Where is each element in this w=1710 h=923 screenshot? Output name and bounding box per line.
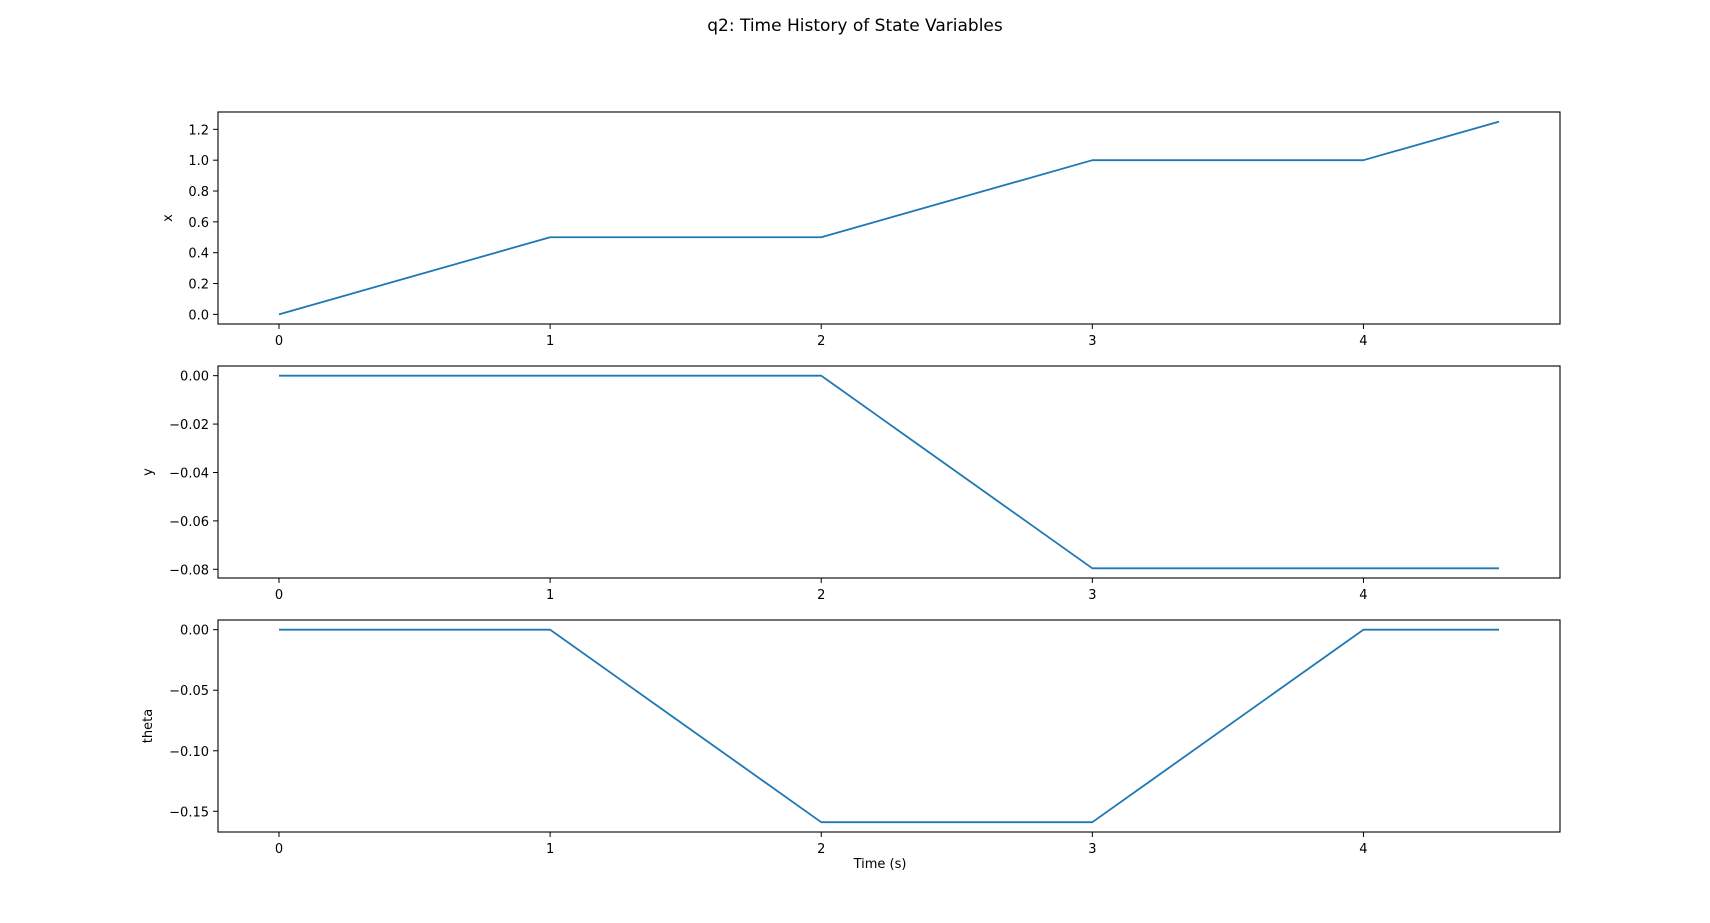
subplot-theta: 0 1 2 3 4 0.00 −0.05 −0.10 −0.15 theta xyxy=(141,619,1561,857)
x-axis-label: Time (s) xyxy=(853,857,907,872)
y-y-tick-label: −0.04 xyxy=(169,466,209,481)
y-series-line xyxy=(279,374,1499,570)
subplot-y: 0 1 2 3 4 0.00 −0.02 −0.04 −0.06 −0.08 y xyxy=(141,365,1561,603)
y-y-axis-label: y xyxy=(141,468,156,476)
theta-x-tick-label: 0 xyxy=(275,842,283,857)
x-y-tick-label: 1.2 xyxy=(188,123,209,138)
y-x-tick-label: 1 xyxy=(546,588,554,603)
x-y-tick-label: 0.8 xyxy=(188,185,209,200)
theta-x-tick-label: 1 xyxy=(546,842,554,857)
theta-y-tick-label: −0.10 xyxy=(169,745,209,760)
x-x-tick-label: 1 xyxy=(546,334,554,349)
theta-y-tick-label: −0.15 xyxy=(169,805,209,820)
theta-series-line xyxy=(279,628,1499,824)
theta-x-tick-label: 3 xyxy=(1088,842,1096,857)
y-y-tick-label: −0.02 xyxy=(169,418,209,433)
x-y-tick-label: 0.2 xyxy=(188,278,209,293)
x-x-tick-label: 0 xyxy=(275,334,283,349)
x-y-tick-label: 0.6 xyxy=(188,216,209,231)
x-x-tick-label: 4 xyxy=(1359,334,1367,349)
theta-y-axis-label: theta xyxy=(141,709,156,743)
y-y-tick-label: 0.00 xyxy=(180,370,209,385)
theta-y-tick-label: 0.00 xyxy=(180,624,209,639)
y-y-tick-label: −0.06 xyxy=(169,515,209,530)
x-y-axis-label: x xyxy=(161,214,176,222)
subplots: 0 1 2 3 4 0.0 0.2 0.4 0.6 0.8 1.0 1.2 x 0 1 2 3 4 0.00 −0.0… xyxy=(141,111,1561,857)
x-y-tick-label: 0.4 xyxy=(188,247,209,262)
y-x-tick-label: 0 xyxy=(275,588,283,603)
theta-x-tick-label: 2 xyxy=(817,842,825,857)
subplot-x: 0 1 2 3 4 0.0 0.2 0.4 0.6 0.8 1.0 1.2 x xyxy=(161,111,1561,349)
x-y-tick-label: 0.0 xyxy=(188,308,209,323)
y-x-tick-label: 3 xyxy=(1088,588,1096,603)
theta-axes-frame xyxy=(217,619,1561,833)
x-series-line xyxy=(278,120,1500,316)
figure-title: q2: Time History of State Variables xyxy=(707,16,1003,36)
y-y-tick-label: −0.08 xyxy=(169,563,209,578)
x-x-tick-label: 3 xyxy=(1088,334,1096,349)
y-x-tick-label: 2 xyxy=(817,588,825,603)
theta-y-tick-label: −0.05 xyxy=(169,684,209,699)
x-axes-frame xyxy=(217,111,1561,325)
y-x-tick-label: 4 xyxy=(1359,588,1367,603)
x-x-tick-label: 2 xyxy=(817,334,825,349)
theta-x-tick-label: 4 xyxy=(1359,842,1367,857)
x-y-tick-label: 1.0 xyxy=(188,154,209,169)
